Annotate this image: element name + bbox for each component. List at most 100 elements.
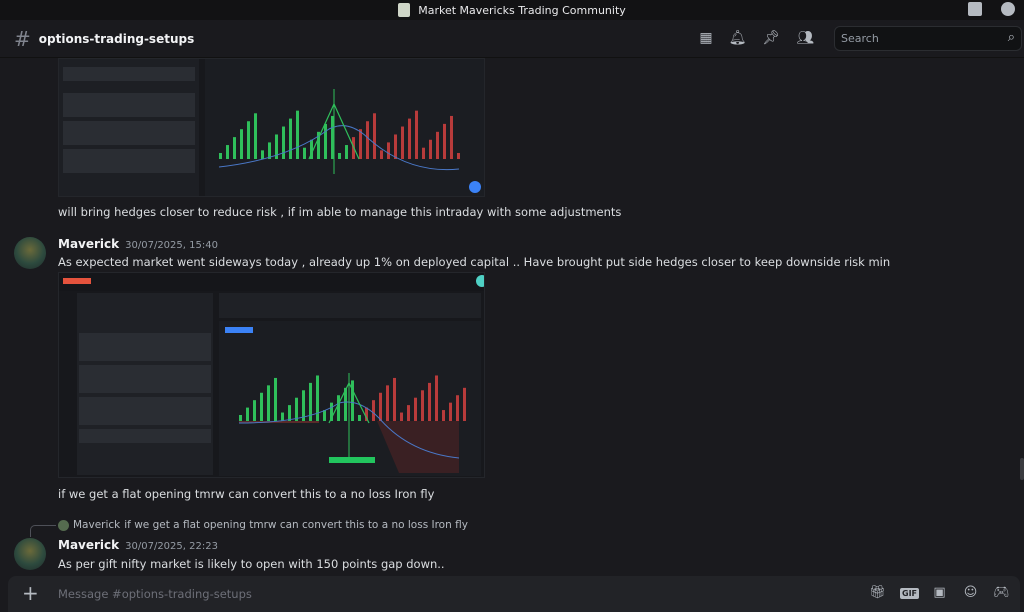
image-bar <box>337 395 340 421</box>
author-name[interactable]: Maverick <box>58 538 120 552</box>
image-bar <box>324 123 327 159</box>
image-bar <box>303 147 306 159</box>
author-name[interactable]: Maverick <box>58 237 120 251</box>
image-bar <box>415 110 418 159</box>
image-bar <box>254 113 257 159</box>
message-header: Maverick 30/07/2025, 22:23 <box>58 538 218 552</box>
image-bar <box>414 397 417 421</box>
image-bar <box>428 382 431 421</box>
channel-name: options-trading-setups <box>38 31 195 46</box>
image-bar <box>267 385 270 421</box>
image-bar <box>463 387 466 421</box>
image-bar <box>239 415 242 421</box>
image-bar <box>261 150 264 159</box>
image-bar <box>386 385 389 421</box>
message-text: As per gift nifty market is likely to op… <box>58 557 445 571</box>
image-bar <box>338 153 341 159</box>
image-bar <box>429 139 432 159</box>
image-bar <box>457 153 460 159</box>
image-bar <box>456 395 459 421</box>
image-bar <box>330 402 333 421</box>
avatar[interactable] <box>14 237 46 269</box>
image-bar <box>393 377 396 421</box>
gift-icon[interactable]: 🎁︎ <box>869 585 886 600</box>
image-bar <box>422 147 425 159</box>
image-bar <box>387 142 390 159</box>
image-bar <box>351 380 354 421</box>
image-bar <box>394 134 397 159</box>
message-text: As expected market went sideways today ,… <box>58 255 891 269</box>
apps-icon[interactable]: 🎮︎ <box>993 585 1010 600</box>
gif-label: GIF <box>900 588 920 599</box>
reply-connector <box>30 525 56 537</box>
image-bar <box>309 382 312 421</box>
threads-icon[interactable]: ▦ <box>699 30 713 46</box>
image-bar <box>435 375 438 421</box>
image-bar <box>317 131 320 159</box>
image-bar <box>295 397 298 421</box>
pin-icon[interactable]: 📌︎ <box>762 30 781 46</box>
image-bar <box>253 400 256 421</box>
image-bar <box>289 118 292 159</box>
message-composer[interactable]: + Message #options-trading-setups 🎁︎ GIF… <box>8 576 1020 612</box>
screenshot-attachment-1[interactable] <box>58 58 485 197</box>
strategy-screenshot-image <box>59 273 484 476</box>
image-bar <box>226 145 229 159</box>
inbox-icon[interactable] <box>968 2 982 16</box>
image-bar <box>302 390 305 421</box>
message-text: will bring hedges closer to reduce risk … <box>58 205 622 219</box>
image-bar <box>421 390 424 421</box>
hashtag-icon: # <box>14 26 31 51</box>
image-bar <box>407 405 410 421</box>
image-bar <box>400 412 403 421</box>
timestamp: 30/07/2025, 22:23 <box>125 541 218 552</box>
help-icon[interactable] <box>1001 2 1015 16</box>
add-attachment-button[interactable]: + <box>22 581 39 605</box>
screenshot-attachment-2[interactable] <box>58 272 485 478</box>
image-bar <box>247 121 250 159</box>
window-title: Market Mavericks Trading Community <box>418 3 626 17</box>
image-bar <box>274 377 277 421</box>
image-bar <box>310 139 313 159</box>
image-bar <box>380 150 383 159</box>
image-bar <box>316 375 319 421</box>
title-bar: Market Mavericks Trading Community <box>0 0 1024 20</box>
image-bar <box>331 115 334 159</box>
members-icon[interactable]: 👥︎ <box>796 30 814 46</box>
image-bar <box>365 407 368 421</box>
image-bar <box>233 137 236 159</box>
image-bar <box>359 129 362 159</box>
image-bar <box>443 123 446 159</box>
server-icon <box>398 3 411 17</box>
gif-icon[interactable]: GIF <box>900 585 920 600</box>
image-bar <box>219 153 222 159</box>
image-bar <box>442 410 445 421</box>
image-bar <box>281 412 284 421</box>
image-bar <box>260 392 263 421</box>
image-bar <box>296 110 299 159</box>
sticker-icon[interactable]: ▣ <box>933 585 946 600</box>
avatar[interactable] <box>14 538 46 570</box>
search-input[interactable]: Search ⌕ <box>834 26 1022 51</box>
timestamp: 30/07/2025, 15:40 <box>125 240 218 251</box>
image-bar <box>450 115 453 159</box>
scrollbar[interactable] <box>1020 458 1024 480</box>
image-bar <box>240 129 243 159</box>
image-bar <box>436 131 439 159</box>
reply-author[interactable]: Maverick <box>73 519 121 531</box>
image-bar <box>372 400 375 421</box>
strategy-screenshot-image <box>59 59 484 196</box>
image-bar <box>246 407 249 421</box>
image-bar <box>401 126 404 159</box>
image-bar <box>449 402 452 421</box>
image-bar <box>344 387 347 421</box>
emoji-icon[interactable]: ☺ <box>963 585 978 600</box>
reply-preview[interactable]: Maverick if we get a flat opening tmrw c… <box>58 519 468 531</box>
bell-icon[interactable]: 🔔︎ <box>728 30 747 46</box>
image-bar <box>408 118 411 159</box>
message-input[interactable]: Message #options-trading-setups <box>58 587 252 601</box>
reply-avatar <box>58 519 69 531</box>
search-placeholder: Search <box>841 32 879 45</box>
image-bar <box>282 126 285 159</box>
image-bar <box>379 392 382 421</box>
